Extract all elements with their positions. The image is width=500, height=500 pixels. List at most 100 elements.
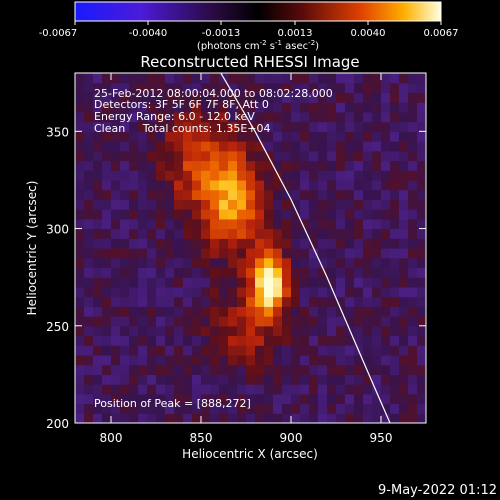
heatmap-cell: [84, 257, 94, 269]
heatmap-cell: [192, 277, 202, 288]
heatmap-cell: [327, 393, 337, 405]
heatmap-cell: [372, 364, 382, 375]
heatmap-cell: [201, 179, 211, 191]
heatmap-cell: [147, 296, 157, 307]
heatmap-cell: [327, 73, 337, 84]
heatmap-cell: [372, 306, 382, 317]
heatmap-cell: [237, 393, 247, 405]
heatmap-cell: [147, 228, 157, 239]
heatmap-cell: [237, 82, 247, 94]
heatmap-cell: [219, 364, 229, 375]
heatmap-cell: [282, 403, 292, 414]
heatmap-cell: [129, 111, 139, 123]
heatmap-cell: [201, 374, 211, 385]
heatmap-cell: [381, 150, 391, 162]
heatmap-cell: [84, 374, 94, 385]
heatmap-cell: [120, 267, 130, 278]
heatmap-cell: [228, 286, 238, 298]
heatmap-cell: [318, 296, 328, 307]
heatmap-cell: [192, 218, 202, 230]
heatmap-cell: [147, 306, 157, 317]
heatmap-cell: [399, 92, 409, 103]
heatmap-cell: [210, 209, 220, 220]
heatmap-cell: [354, 277, 364, 288]
heatmap-cell: [165, 335, 175, 346]
heatmap-cell: [372, 374, 382, 385]
heatmap-cell: [381, 170, 391, 181]
heatmap-cell: [75, 160, 85, 171]
heatmap-cell: [363, 218, 373, 230]
heatmap-cell: [156, 335, 166, 346]
heatmap-cell: [210, 248, 220, 259]
heatmap-cell: [210, 384, 220, 395]
heatmap-cell: [309, 267, 319, 278]
x-axis-ticks: 800 850 900 950: [100, 73, 392, 445]
heatmap-cell: [147, 111, 157, 123]
heatmap-cell: [201, 73, 211, 84]
heatmap-cell: [93, 199, 103, 210]
heatmap-cell: [84, 354, 94, 366]
heatmap-cell: [363, 73, 373, 84]
heatmap-cell: [111, 218, 121, 230]
heatmap-cell: [273, 286, 283, 298]
heatmap-cell: [300, 92, 310, 103]
heatmap-cell: [336, 92, 346, 103]
heatmap-cell: [165, 238, 175, 249]
heatmap-cell: [237, 413, 247, 423]
heatmap-cell: [282, 82, 292, 94]
heatmap-cell: [336, 325, 346, 337]
heatmap-cell: [399, 306, 409, 317]
heatmap-cell: [264, 364, 274, 375]
heatmap-cell: [417, 296, 426, 307]
heatmap-cell: [399, 257, 409, 269]
heatmap-cell: [156, 374, 166, 385]
heatmap-cell: [273, 228, 283, 239]
heatmap-cell: [363, 413, 373, 423]
heatmap-cell: [282, 131, 292, 142]
heatmap-cell: [183, 345, 193, 356]
heatmap-cell: [399, 286, 409, 298]
heatmap-cell: [381, 267, 391, 278]
heatmap-cell: [408, 286, 418, 298]
heatmap-cell: [102, 335, 112, 346]
heatmap-cell: [327, 316, 337, 327]
heatmap-cell: [372, 403, 382, 414]
heatmap-cell: [336, 306, 346, 317]
heatmap-cell: [210, 73, 220, 84]
heatmap-cell: [201, 92, 211, 103]
heatmap-cell: [390, 393, 400, 405]
heatmap-cell: [192, 170, 202, 181]
heatmap-cell: [363, 267, 373, 278]
heatmap-cell: [156, 277, 166, 288]
heatmap-cell: [138, 82, 148, 94]
heatmap-cell: [75, 364, 85, 375]
heatmap-cell: [417, 316, 426, 327]
heatmap-cell: [309, 73, 319, 84]
heatmap-cell: [246, 82, 256, 94]
heatmap-cell: [282, 248, 292, 259]
heatmap-cell: [111, 131, 121, 142]
heatmap-cell: [111, 393, 121, 405]
heatmap-cell: [174, 316, 184, 327]
heatmap-cell: [417, 141, 426, 152]
heatmap-cell: [336, 131, 346, 142]
heatmap-cell: [183, 228, 193, 239]
heatmap-cell: [93, 316, 103, 327]
heatmap-cell: [408, 306, 418, 317]
heatmap-cell: [318, 364, 328, 375]
heatmap-cell: [219, 354, 229, 366]
heatmap-cell: [291, 160, 301, 171]
heatmap-cell: [165, 316, 175, 327]
heatmap-cell: [327, 335, 337, 346]
heatmap-cell: [111, 189, 121, 200]
heatmap-cell: [408, 121, 418, 132]
heatmap-cell: [147, 160, 157, 171]
heatmap-cell: [336, 286, 346, 298]
heatmap-cell: [147, 131, 157, 142]
heatmap-cell: [282, 354, 292, 366]
heatmap-cell: [264, 403, 274, 414]
heatmap-cell: [372, 189, 382, 200]
heatmap-cell: [408, 296, 418, 307]
heatmap-cell: [417, 189, 426, 200]
heatmap-cell: [138, 316, 148, 327]
